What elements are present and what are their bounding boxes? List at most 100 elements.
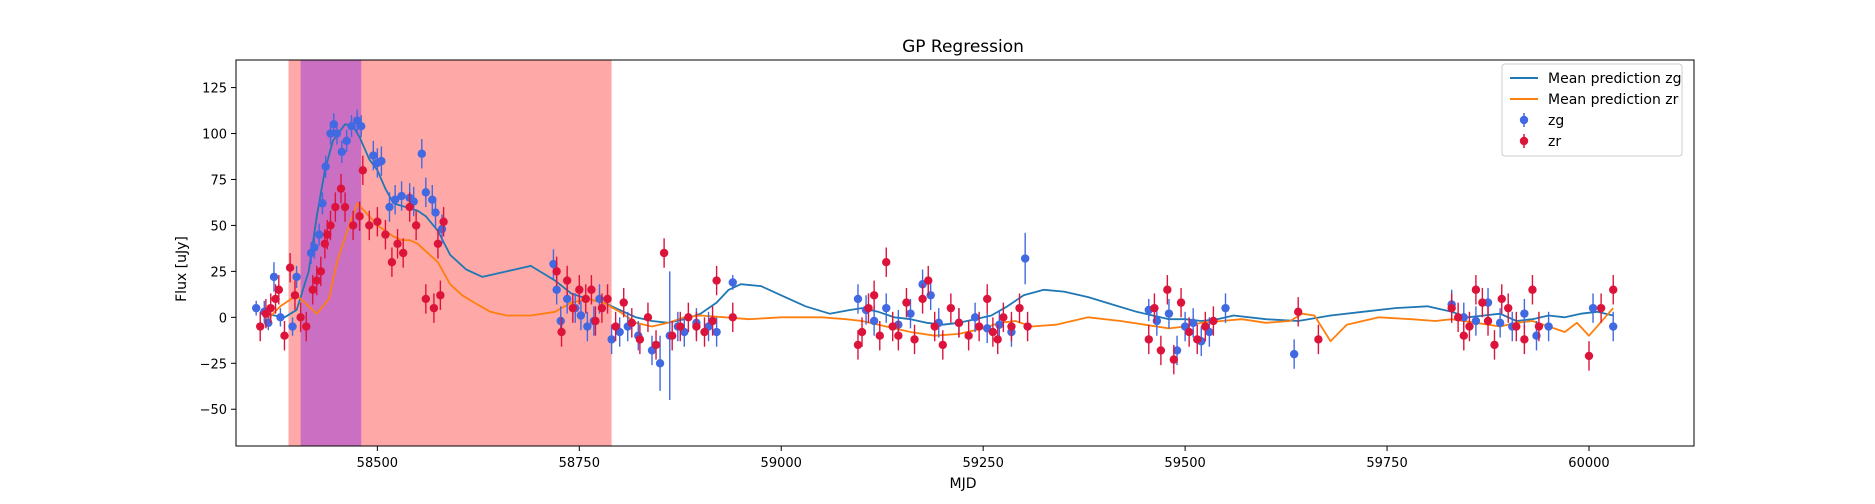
data-point-zr [308, 285, 317, 294]
data-point-zr [557, 327, 566, 337]
data-point-zg [428, 195, 437, 204]
x-tick-label: 58750 [559, 456, 600, 471]
data-point-zr [1609, 285, 1618, 294]
legend-label-zr-points: zr [1548, 134, 1561, 150]
data-point-zg [318, 199, 327, 208]
data-point-zr [667, 331, 677, 340]
data-point-zr [603, 294, 612, 304]
data-point-zg [431, 208, 440, 217]
data-point-zr [988, 327, 998, 337]
data-point-zr [918, 294, 927, 304]
data-point-zr [1023, 322, 1032, 331]
data-point-zr [627, 318, 637, 328]
data-point-zg [337, 147, 347, 157]
data-point-zr [436, 291, 445, 300]
x-tick-label: 59000 [761, 456, 802, 471]
observation-point-layer [251, 109, 1618, 401]
data-point-zg [397, 191, 406, 201]
data-point-zr [946, 303, 956, 313]
data-point-zr [930, 322, 939, 331]
y-tick-label: −25 [200, 357, 227, 372]
chart-title: GP Regression [902, 37, 1024, 57]
y-tick-label: 75 [210, 173, 227, 188]
data-point-zr [1584, 351, 1594, 361]
data-point-zr [373, 217, 382, 226]
data-point-zr [393, 239, 402, 249]
data-point-zg [269, 272, 279, 282]
y-tick-label: 25 [210, 265, 227, 280]
data-point-zg [292, 272, 301, 282]
data-point-zr [635, 335, 645, 344]
data-point-zg [1289, 349, 1299, 359]
data-point-zr [429, 303, 439, 313]
data-point-zr [387, 257, 397, 267]
data-point-zr [336, 184, 346, 193]
x-tick-label: 58500 [357, 456, 398, 471]
data-point-zr [1015, 303, 1024, 313]
data-point-zg [1188, 318, 1198, 328]
data-point-zr [619, 298, 628, 307]
data-point-zr [568, 303, 578, 313]
data-point-zr [411, 221, 421, 230]
legend-swatch-zg-marker [1519, 115, 1529, 125]
data-point-zr [1184, 327, 1194, 337]
y-tick-label: 125 [202, 82, 227, 97]
data-point-zr [1512, 322, 1521, 331]
y-tick-label: 0 [219, 311, 227, 326]
data-point-zr [280, 331, 289, 340]
data-point-zr [1447, 303, 1456, 313]
data-point-zg [1020, 254, 1030, 263]
data-point-zr [1504, 303, 1513, 313]
data-point-zr [1528, 285, 1537, 294]
x-tick-label: 59500 [1164, 456, 1205, 471]
data-point-zr [323, 230, 332, 239]
data-point-zg [882, 303, 891, 313]
data-point-zg [421, 188, 431, 197]
x-tick-label: 60000 [1568, 456, 1609, 471]
data-point-zr [882, 257, 891, 267]
data-point-zg [995, 320, 1004, 329]
data-point-zr [924, 276, 933, 285]
data-point-zg [607, 335, 616, 344]
data-point-zr [954, 318, 964, 328]
data-point-zg [385, 202, 394, 212]
data-point-zr [1007, 322, 1016, 331]
data-point-zg [970, 313, 980, 322]
data-point-zr [1163, 285, 1172, 294]
data-point-zr [1314, 335, 1323, 344]
data-point-zr [591, 316, 600, 326]
data-point-zr [869, 291, 879, 300]
data-point-zr [853, 340, 863, 350]
data-point-zr [316, 267, 326, 276]
data-point-zr [266, 303, 275, 313]
data-point-zr [348, 221, 358, 230]
data-point-zg [377, 156, 386, 166]
data-point-zr [285, 263, 295, 272]
data-point-zr [552, 267, 561, 276]
data-point-zr [894, 331, 903, 340]
data-point-zg [437, 224, 447, 234]
x-axis-label: MJD [950, 476, 977, 492]
data-point-zr [1193, 335, 1202, 344]
data-point-zr [365, 221, 374, 230]
legend-frame [1501, 63, 1683, 157]
data-point-zr [1459, 331, 1468, 340]
plot-frame [235, 59, 1695, 447]
data-point-zg [276, 313, 285, 322]
data-point-zr [1520, 335, 1529, 344]
data-point-zg [655, 359, 665, 368]
data-point-zg [1221, 303, 1230, 313]
data-point-zr [433, 239, 443, 249]
data-point-zg [853, 294, 863, 304]
data-point-zr [708, 316, 717, 326]
data-point-zg [712, 327, 721, 337]
data-point-zr [421, 294, 431, 304]
data-point-zg [549, 259, 558, 269]
data-point-zg [1544, 322, 1553, 331]
data-point-zg [906, 309, 915, 318]
data-point-zr [1293, 307, 1303, 317]
data-point-zr [1465, 322, 1474, 331]
data-point-zg [347, 121, 356, 131]
data-point-zr [587, 285, 596, 294]
